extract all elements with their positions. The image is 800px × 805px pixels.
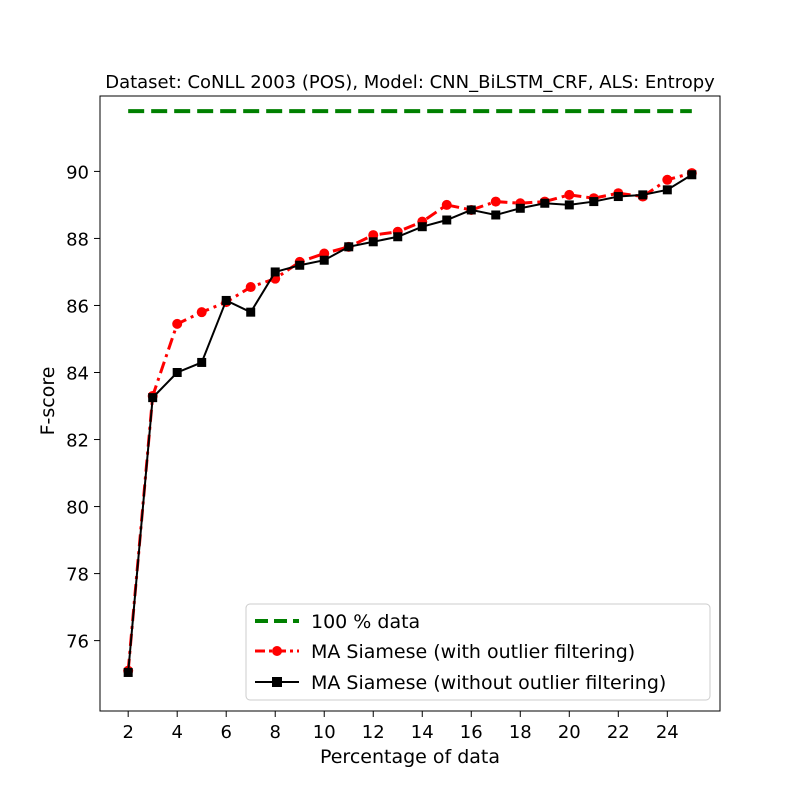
x-tick-label: 18 bbox=[509, 722, 532, 743]
x-tick-label: 20 bbox=[558, 722, 581, 743]
data-point bbox=[662, 185, 672, 195]
legend: 100 % data MA Siamese (with outlier filt… bbox=[245, 603, 711, 701]
data-point bbox=[564, 189, 575, 200]
data-point bbox=[441, 199, 452, 210]
data-point bbox=[613, 192, 623, 202]
x-tick-label: 4 bbox=[171, 722, 182, 743]
y-tick-label: 84 bbox=[66, 363, 89, 384]
y-tick-label: 78 bbox=[66, 565, 89, 586]
data-point bbox=[564, 200, 574, 210]
data-point bbox=[245, 282, 256, 293]
y-axis-title: F-score bbox=[37, 367, 59, 436]
x-tick-label: 8 bbox=[269, 722, 280, 743]
data-point bbox=[417, 222, 427, 232]
x-tick-label: 24 bbox=[656, 722, 679, 743]
data-point bbox=[295, 260, 305, 270]
y-axis: 76 78 80 82 84 86 88 90 bbox=[66, 162, 100, 653]
data-point bbox=[319, 255, 329, 265]
y-tick-label: 86 bbox=[66, 296, 89, 317]
y-tick-label: 90 bbox=[66, 162, 89, 183]
plot-frame bbox=[99, 95, 721, 712]
data-point bbox=[687, 170, 697, 180]
legend-marker-with-filtering bbox=[272, 646, 282, 656]
x-tick-label: 22 bbox=[607, 722, 630, 743]
data-point bbox=[221, 295, 231, 305]
data-point bbox=[662, 174, 673, 185]
y-tick-label: 80 bbox=[66, 498, 89, 519]
data-point bbox=[123, 667, 133, 677]
data-point bbox=[246, 307, 256, 317]
legend-box bbox=[245, 603, 711, 701]
data-point bbox=[148, 393, 158, 403]
x-tick-label: 6 bbox=[220, 722, 231, 743]
x-tick-label: 14 bbox=[411, 722, 434, 743]
x-axis: 2 4 6 8 10 12 14 16 18 20 22 24 bbox=[122, 711, 679, 743]
data-point bbox=[490, 196, 501, 207]
data-point bbox=[368, 237, 378, 247]
data-point bbox=[197, 357, 207, 367]
data-point bbox=[442, 215, 452, 225]
y-tick-label: 88 bbox=[66, 229, 89, 250]
data-point bbox=[172, 367, 182, 377]
data-point bbox=[172, 318, 183, 329]
x-tick-label: 2 bbox=[122, 722, 133, 743]
x-tick-label: 16 bbox=[460, 722, 483, 743]
data-point bbox=[540, 198, 550, 208]
data-point bbox=[589, 197, 599, 207]
data-point bbox=[466, 205, 476, 215]
data-point bbox=[515, 203, 525, 213]
legend-label-without-filtering: MA Siamese (without outlier filtering) bbox=[311, 672, 666, 694]
x-axis-title: Percentage of data bbox=[320, 746, 500, 768]
data-point bbox=[393, 232, 403, 242]
y-tick-label: 76 bbox=[66, 632, 89, 653]
data-point bbox=[270, 267, 280, 277]
chart-title: Dataset: CoNLL 2003 (POS), Model: CNN_Bi… bbox=[105, 72, 715, 93]
data-point bbox=[638, 190, 648, 200]
legend-label-with-filtering: MA Siamese (with outlier filtering) bbox=[311, 641, 635, 663]
data-point bbox=[491, 210, 501, 220]
data-point bbox=[344, 242, 354, 252]
legend-marker-without-filtering bbox=[272, 677, 282, 687]
y-tick-label: 82 bbox=[66, 431, 89, 452]
plot-area bbox=[123, 109, 697, 677]
data-point bbox=[196, 307, 207, 318]
x-tick-label: 10 bbox=[313, 722, 336, 743]
x-tick-label: 12 bbox=[362, 722, 385, 743]
legend-label-full-data: 100 % data bbox=[311, 611, 420, 633]
